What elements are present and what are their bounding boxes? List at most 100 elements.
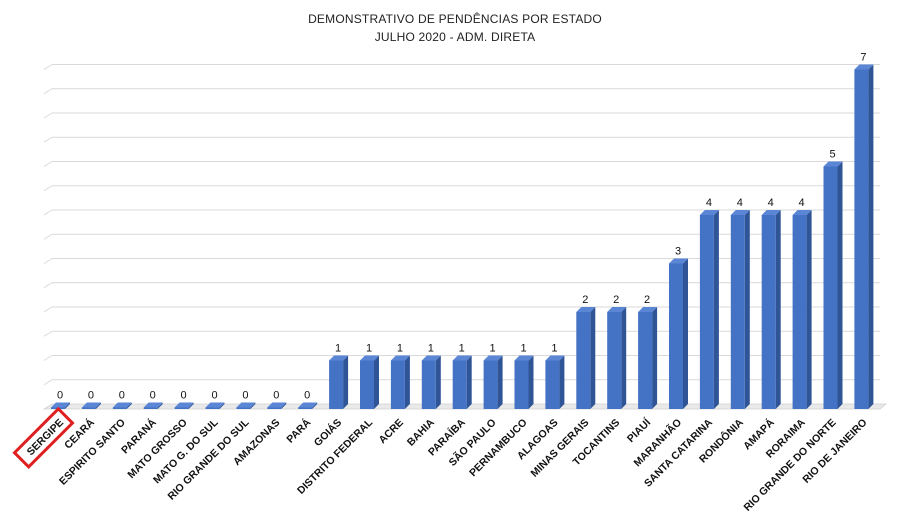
bar-top [823, 161, 843, 167]
data-label: 4 [768, 197, 774, 209]
bar-side [806, 210, 812, 409]
bar-side [744, 210, 750, 409]
bar-side [250, 402, 256, 409]
bar [761, 215, 776, 409]
bar [267, 407, 282, 409]
bar [792, 215, 807, 409]
bar [823, 166, 838, 409]
bar [730, 215, 745, 409]
bar-top [421, 355, 441, 361]
bar-side [528, 355, 534, 409]
data-label: 1 [551, 343, 557, 355]
data-label: 2 [613, 294, 619, 306]
bar-top [761, 210, 781, 215]
bar-top [51, 402, 70, 408]
bar-top [298, 402, 318, 408]
bar [390, 360, 405, 409]
bar [236, 407, 251, 409]
bar [638, 312, 653, 409]
data-label: 1 [428, 343, 434, 355]
data-label: 0 [211, 390, 217, 402]
bar-top [360, 355, 379, 361]
gridline-tick [43, 64, 53, 70]
bar-side [837, 161, 843, 409]
data-label: 0 [88, 390, 94, 402]
chart-subtitle: JULHO 2020 - ADM. DIRETA [374, 30, 536, 44]
category-label: PARÁ [284, 416, 314, 446]
bar-top [792, 210, 812, 215]
data-label: 3 [675, 246, 681, 258]
gridline-tick [43, 330, 53, 337]
data-label: 0 [150, 390, 156, 402]
gridline-tick [43, 306, 53, 313]
gridline-tick [43, 136, 53, 143]
bar-side [497, 355, 503, 409]
bar-side [868, 64, 874, 409]
bar [545, 360, 560, 409]
bar-top [390, 355, 410, 361]
bar-top [81, 402, 101, 408]
bar [143, 407, 158, 409]
data-label: 7 [860, 52, 866, 64]
bar-side [219, 402, 225, 409]
bar [81, 407, 96, 409]
bar-side [95, 402, 101, 409]
bar-top [329, 355, 349, 361]
data-label: 1 [490, 343, 496, 355]
highlight-box [12, 406, 75, 469]
gridline-tick [43, 233, 53, 240]
bar [607, 312, 622, 409]
bar-top [174, 402, 194, 408]
data-label: 4 [799, 197, 805, 209]
gridline-tick [43, 209, 53, 216]
bar-top [545, 355, 565, 361]
bar-side [374, 355, 379, 409]
bar [112, 407, 127, 409]
bar [452, 360, 467, 409]
gridline-tick [43, 185, 53, 192]
gridline-tick [43, 355, 53, 361]
bar-side [435, 355, 441, 409]
gridline-tick [43, 379, 53, 386]
bar-top [483, 355, 503, 361]
bar-top [854, 64, 874, 70]
category-label: ACRE [376, 417, 406, 447]
bar-top [236, 402, 256, 408]
category-label: PIAUÍ [624, 415, 654, 445]
data-label: 4 [706, 197, 712, 209]
data-label: 1 [520, 343, 526, 355]
bar-side [775, 210, 781, 409]
data-label: 0 [181, 390, 187, 402]
bar [360, 360, 374, 409]
bar [205, 407, 220, 409]
bar [576, 312, 591, 409]
bar-top [267, 402, 287, 408]
bar-side [466, 355, 472, 409]
data-label: 5 [829, 149, 835, 161]
bar-side [157, 402, 163, 409]
data-label: 0 [119, 390, 125, 402]
bar-side [559, 355, 565, 409]
bar-top [514, 355, 534, 361]
data-label: 0 [242, 390, 248, 402]
data-label: 0 [304, 390, 310, 402]
bar [174, 407, 189, 409]
gridline-tick [43, 112, 53, 119]
bar-side [621, 307, 627, 409]
bar-side [590, 307, 596, 409]
bar-top [607, 307, 627, 312]
data-label: 2 [582, 294, 588, 306]
data-label: 0 [57, 390, 63, 402]
bar-top [669, 258, 688, 264]
bar [421, 360, 436, 409]
data-label: 1 [335, 343, 341, 355]
bar-side [126, 402, 132, 409]
data-label: 1 [366, 343, 372, 355]
gridline-tick [43, 88, 53, 95]
data-label: 1 [397, 343, 403, 355]
bar-side [713, 210, 719, 409]
bar [329, 360, 344, 409]
data-label: 1 [459, 343, 465, 355]
bar-side [683, 258, 688, 409]
